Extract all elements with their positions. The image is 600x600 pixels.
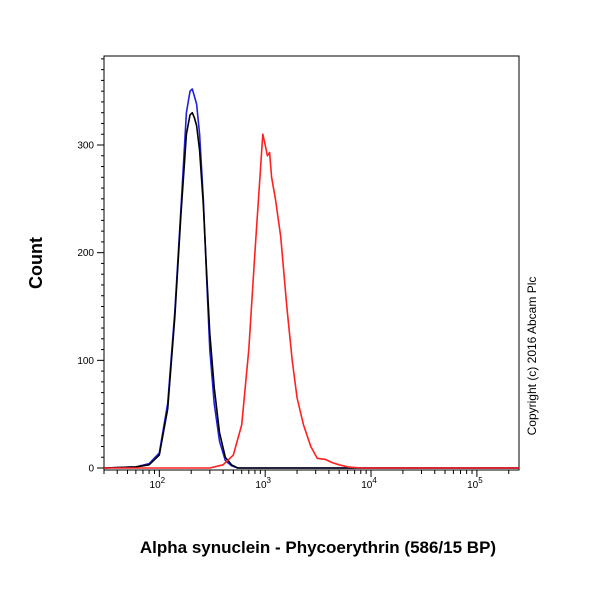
x-tick-label: 102 xyxy=(150,476,166,491)
x-tick-label: 104 xyxy=(361,476,377,491)
series-line-2 xyxy=(103,111,519,469)
series-layer xyxy=(103,88,519,469)
x-tick-label: 105 xyxy=(467,476,483,491)
series-line-1 xyxy=(103,88,519,469)
y-tick-label: 200 xyxy=(77,248,94,259)
series-line-3 xyxy=(104,133,519,469)
x-axis-title: Alpha synuclein - Phycoerythrin (586/15 … xyxy=(140,538,496,557)
y-ticks: 0 100 200 300 xyxy=(77,58,104,475)
copyright-annotation: Copyright (c) 2016 Abcam Plc xyxy=(525,277,539,436)
x-ticks: 102 103 104 105 xyxy=(103,470,510,491)
y-tick-label: 300 xyxy=(77,141,94,152)
y-tick-label: 0 xyxy=(88,464,94,475)
y-tick-label: 100 xyxy=(77,356,94,367)
x-tick-label: 103 xyxy=(255,476,271,491)
y-axis-title: Count xyxy=(26,237,46,289)
